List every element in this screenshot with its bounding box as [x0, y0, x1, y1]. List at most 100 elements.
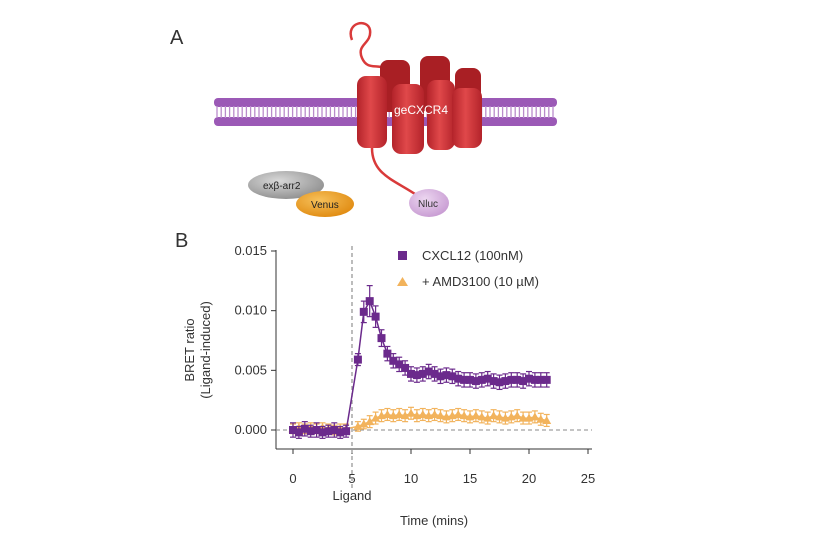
data-point: [394, 409, 404, 418]
data-point: [436, 372, 445, 381]
data-point: [477, 375, 486, 384]
data-point: [489, 377, 498, 386]
data-point: [353, 421, 363, 430]
data-point: [300, 424, 309, 433]
data-point: [483, 413, 493, 422]
data-point: [542, 375, 551, 384]
data-point: [383, 349, 392, 358]
x-ticks: 0510152025: [289, 449, 595, 486]
data-point: [389, 356, 398, 365]
data-point: [430, 409, 440, 418]
data-point: [495, 412, 504, 421]
data-point: [525, 374, 533, 383]
data-point: [477, 412, 487, 421]
legend-marker-cxcl12: [398, 251, 407, 260]
data-point: [454, 374, 463, 383]
data-point: [495, 378, 504, 387]
data-point: [459, 411, 469, 420]
data-point: [395, 360, 404, 369]
y-tick-label: 0.015: [234, 243, 267, 258]
data-point: [371, 312, 380, 321]
data-point: [365, 417, 375, 426]
nluc-tag: Nluc: [409, 189, 449, 217]
legend-marker-amd3100: [397, 277, 408, 286]
receptor-helix-2: [392, 84, 424, 154]
arrestin-label: exβ-arr2: [263, 181, 301, 192]
series-cxcl12: [289, 285, 551, 439]
data-point: [460, 375, 469, 384]
data-point: [513, 375, 522, 384]
y-tick-label: 0.000: [234, 422, 267, 437]
data-point: [442, 371, 451, 380]
data-point: [536, 375, 545, 384]
data-point: [336, 428, 345, 437]
x-axis-title: Time (mins): [400, 513, 468, 528]
data-point: [377, 334, 386, 343]
x-tick-label: 20: [522, 471, 536, 486]
data-point: [530, 375, 539, 384]
data-point: [507, 375, 516, 384]
receptor-gecxcr4: geCXCR4: [349, 21, 482, 198]
data-point: [530, 412, 540, 421]
data-point: [294, 428, 303, 437]
data-point: [289, 426, 297, 434]
data-point: [512, 411, 522, 420]
legend-label-amd3100: + AMD3100 (10 µM): [422, 274, 539, 289]
data-point: [430, 369, 439, 378]
data-point: [418, 409, 428, 418]
data-point: [318, 428, 327, 437]
y-ticks: 0.000 0.005 0.010 0.015: [234, 243, 276, 437]
data-point: [324, 427, 333, 436]
receptor-c-terminal-tail: [370, 147, 419, 198]
data-point: [400, 411, 410, 420]
venus-blob: [296, 191, 354, 217]
nluc-blob: [409, 189, 449, 217]
data-point: [406, 408, 416, 417]
data-point: [371, 413, 381, 422]
data-point: [471, 377, 480, 386]
arrestin-blob: [248, 171, 324, 199]
data-point: [436, 411, 445, 420]
data-point: [353, 355, 362, 364]
y-tick-label: 0.005: [234, 362, 267, 377]
venus-label: Venus: [311, 200, 339, 211]
panel-b-label: B: [175, 230, 188, 252]
x-tick-label: 15: [463, 471, 477, 486]
data-point: [483, 374, 492, 383]
data-point: [312, 426, 321, 434]
x-tick-label: 0: [289, 471, 296, 486]
data-point: [407, 369, 415, 378]
nluc-label: Nluc: [418, 199, 438, 210]
data-point: [519, 377, 528, 386]
series-layer: [288, 285, 552, 439]
receptor-helix-1: [357, 76, 387, 148]
data-point: [382, 409, 392, 418]
arrestin-venus-complex: exβ-arr2 Venus: [248, 171, 354, 217]
data-point: [448, 372, 457, 381]
data-point: [359, 307, 368, 316]
receptor-helix-3: [427, 80, 455, 150]
data-point: [306, 427, 315, 436]
data-point: [542, 415, 552, 424]
data-point: [359, 419, 369, 428]
panel-a-label: A: [170, 27, 184, 49]
ligand-label: Ligand: [332, 488, 371, 503]
data-point: [518, 413, 528, 422]
x-tick-label: 25: [581, 471, 595, 486]
legend-label-cxcl12: CXCL12 (100nM): [422, 248, 523, 263]
data-point: [471, 411, 481, 420]
legend: CXCL12 (100nM) + AMD3100 (10 µM): [397, 248, 539, 289]
data-point: [453, 409, 463, 418]
data-point: [342, 427, 351, 436]
y-axis-subtitle: (Ligand-induced): [198, 301, 213, 399]
receptor-n-terminal-loop: [349, 21, 386, 71]
y-tick-label: 0.010: [234, 303, 267, 318]
y-axis-title: BRET ratio: [182, 318, 197, 381]
data-point: [536, 414, 546, 423]
receptor-helix-4: [452, 88, 482, 148]
receptor-label: geCXCR4: [394, 103, 448, 117]
data-point: [489, 411, 499, 420]
data-point: [418, 369, 427, 378]
